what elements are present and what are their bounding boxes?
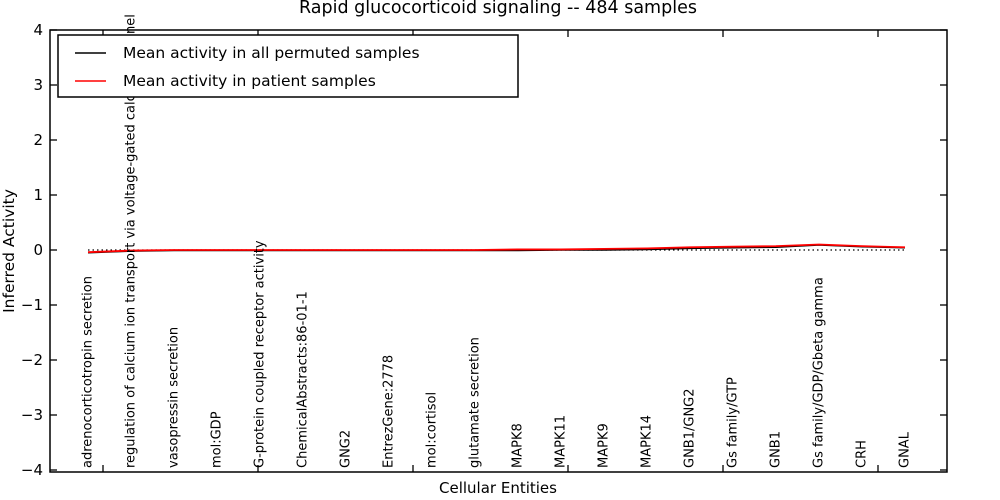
legend-label-permuted: Mean activity in all permuted samples	[123, 44, 420, 62]
data-series-lines	[87, 243, 906, 254]
legend-box	[57, 34, 519, 98]
entity-label: ChemicalAbstracts:86-01-1	[296, 291, 311, 468]
x-tick-labels: adrenocorticotropin secretion regulation …	[81, 14, 913, 468]
entity-label: EntrezGene:2778	[382, 355, 397, 468]
entity-label: Gs family/GTP	[726, 377, 741, 468]
y-tick-label: 0	[33, 241, 43, 259]
entity-label: CRH	[855, 440, 870, 468]
entity-label: vasopressin secretion	[167, 327, 182, 468]
entity-label: GNG2	[339, 430, 354, 468]
chart-title: Rapid glucocorticoid signaling -- 484 sa…	[299, 0, 697, 18]
entity-label: regulation of calcium ion transport via …	[124, 14, 139, 468]
entity-label: GNAL	[898, 431, 913, 468]
y-tick-labels: 4 3 2 1 0 −1 −2 −3 −4	[21, 21, 43, 479]
entity-label: Gs family/GDP/Gbeta gamma	[812, 277, 827, 468]
patient-mean-line	[87, 243, 906, 254]
y-tick-label: −1	[21, 296, 43, 314]
entity-label: mol:GDP	[210, 411, 225, 468]
y-tick-label: 1	[33, 186, 43, 204]
axis-ticks	[50, 29, 947, 472]
entity-label: mol:cortisol	[425, 392, 440, 468]
y-tick-label: −4	[21, 461, 43, 479]
entity-label: G-protein coupled receptor activity	[253, 240, 268, 468]
entity-label: MAPK11	[554, 415, 569, 468]
plot-frame	[49, 29, 948, 473]
legend: Mean activity in all permuted samples Me…	[57, 34, 519, 98]
entity-label: MAPK14	[640, 415, 655, 468]
y-tick-label: 2	[33, 131, 43, 149]
entity-label: adrenocorticotropin secretion	[81, 276, 96, 468]
y-tick-label: 3	[33, 76, 43, 94]
y-tick-label: −2	[21, 351, 43, 369]
entity-label: MAPK9	[597, 423, 612, 468]
y-axis-label: Inferred Activity	[0, 189, 18, 313]
legend-label-patient: Mean activity in patient samples	[123, 72, 376, 90]
entity-label: MAPK8	[511, 423, 526, 468]
entity-label: GNB1	[769, 431, 784, 468]
y-tick-label: 4	[33, 21, 43, 39]
entity-label: glutamate secretion	[468, 337, 483, 468]
y-tick-label: −3	[21, 406, 43, 424]
entity-label: GNB1/GNG2	[683, 388, 698, 468]
x-axis-label: Cellular Entities	[439, 479, 557, 497]
